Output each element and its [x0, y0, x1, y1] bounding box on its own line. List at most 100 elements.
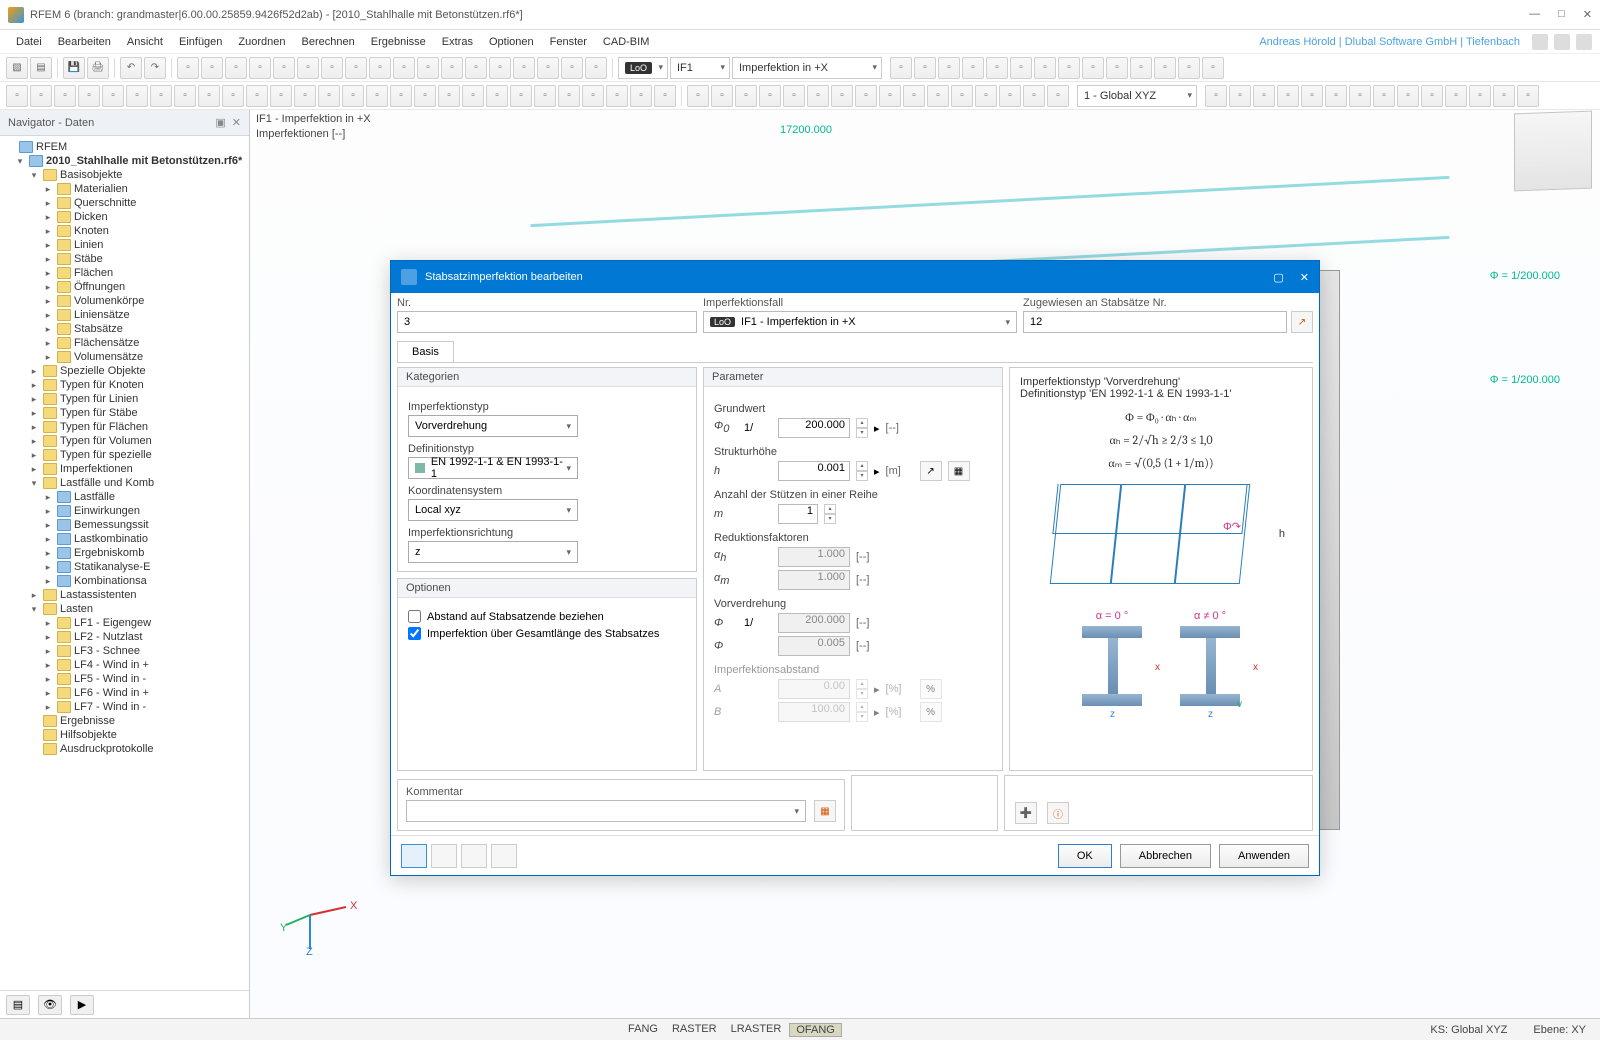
- tree-node[interactable]: ▸LF4 - Wind in +: [0, 658, 249, 672]
- tree-node[interactable]: ▸Lastfälle: [0, 490, 249, 504]
- status-fang[interactable]: FANG: [622, 1023, 664, 1037]
- nav-tab-view[interactable]: 👁: [38, 995, 62, 1015]
- assign-pick-icon[interactable]: ↗: [1291, 311, 1313, 333]
- tb-btn[interactable]: ▫: [201, 57, 223, 79]
- tree-node[interactable]: ▸Querschnitte: [0, 196, 249, 210]
- tb-btn[interactable]: ▫: [951, 85, 973, 107]
- opt-distance-check[interactable]: Abstand auf Stabsatzende beziehen: [408, 610, 686, 623]
- tab-basis[interactable]: Basis: [397, 341, 454, 362]
- view-cube[interactable]: [1514, 111, 1592, 192]
- tb-btn[interactable]: ▫: [855, 85, 877, 107]
- tb-btn[interactable]: ▫: [222, 85, 244, 107]
- menu-zuordnen[interactable]: Zuordnen: [230, 33, 293, 51]
- tb-btn[interactable]: ▫: [534, 85, 556, 107]
- definition-type-select[interactable]: EN 1992-1-1 & EN 1993-1-1: [408, 457, 578, 479]
- tree-node[interactable]: ▸Knoten: [0, 224, 249, 238]
- dialog-titlebar[interactable]: Stabsatzimperfektion bearbeiten ▢ ✕: [391, 261, 1319, 293]
- tb-btn[interactable]: ▫: [1047, 85, 1069, 107]
- tb-btn[interactable]: ▫: [735, 85, 757, 107]
- nav-pin-icon[interactable]: ▣: [215, 116, 225, 129]
- tb-save[interactable]: 💾: [63, 57, 85, 79]
- tb-btn[interactable]: ▫: [225, 57, 247, 79]
- tb-btn[interactable]: ▫: [1253, 85, 1275, 107]
- tb-btn[interactable]: ▫: [78, 85, 100, 107]
- tree-node[interactable]: ▸Lastassistenten: [0, 588, 249, 602]
- tb-btn[interactable]: ▫: [962, 57, 984, 79]
- tb-btn[interactable]: ▫: [246, 85, 268, 107]
- tb-btn[interactable]: ▫: [759, 85, 781, 107]
- tb-btn[interactable]: ▫: [177, 57, 199, 79]
- tb-redo[interactable]: ↷: [144, 57, 166, 79]
- tree-node[interactable]: ▸Flächensätze: [0, 336, 249, 350]
- ok-button[interactable]: OK: [1058, 844, 1112, 868]
- tb-btn[interactable]: ▫: [1178, 57, 1200, 79]
- tb-btn[interactable]: ▫: [890, 57, 912, 79]
- status-raster[interactable]: RASTER: [666, 1023, 723, 1037]
- coordsys-select[interactable]: Local xyz: [408, 499, 578, 521]
- tb-btn[interactable]: ▫: [345, 57, 367, 79]
- minimize-button[interactable]: —: [1529, 8, 1540, 21]
- tree-node[interactable]: ▸Volumensätze: [0, 350, 249, 364]
- menu-fenster[interactable]: Fenster: [542, 33, 595, 51]
- apply-button[interactable]: Anwenden: [1219, 844, 1309, 868]
- tb-btn[interactable]: ▫: [1205, 85, 1227, 107]
- tree-node[interactable]: ▸LF6 - Wind in +: [0, 686, 249, 700]
- tree-node[interactable]: ▸Imperfektionen: [0, 462, 249, 476]
- tb-btn[interactable]: ▫: [1082, 57, 1104, 79]
- tb-btn[interactable]: ▫: [297, 57, 319, 79]
- tree-node[interactable]: ▸Typen für Knoten: [0, 378, 249, 392]
- case-combo[interactable]: LoOIF1 - Imperfektion in +X: [703, 311, 1017, 333]
- nr-input[interactable]: 3: [397, 311, 697, 333]
- tb-btn[interactable]: ▫: [938, 57, 960, 79]
- tb-btn[interactable]: ▫: [558, 85, 580, 107]
- tb-btn[interactable]: ▫: [1397, 85, 1419, 107]
- tree-node[interactable]: ▸Linien: [0, 238, 249, 252]
- tree-node[interactable]: Ergebnisse: [0, 714, 249, 728]
- foot-units-icon[interactable]: [401, 844, 427, 868]
- tb-btn[interactable]: ▫: [585, 57, 607, 79]
- tb-btn[interactable]: ▫: [1469, 85, 1491, 107]
- menu-einfügen[interactable]: Einfügen: [171, 33, 230, 51]
- tree-node[interactable]: ▸Einwirkungen: [0, 504, 249, 518]
- tb-btn[interactable]: ▫: [1058, 57, 1080, 79]
- tb-btn[interactable]: ▫: [486, 85, 508, 107]
- language-icon[interactable]: [1532, 34, 1548, 50]
- tb-btn[interactable]: ▫: [783, 85, 805, 107]
- tree-node[interactable]: ▸LF1 - Eigengew: [0, 616, 249, 630]
- maximize-button[interactable]: □: [1558, 8, 1565, 21]
- tree-node[interactable]: ▸Kombinationsa: [0, 574, 249, 588]
- foot-tool3-icon[interactable]: [461, 844, 487, 868]
- nav-tab-video[interactable]: ▶: [70, 995, 94, 1015]
- tree-node[interactable]: ▸Lastkombinatio: [0, 532, 249, 546]
- tree-node[interactable]: ▸LF7 - Wind in -: [0, 700, 249, 714]
- tb-btn[interactable]: ▫: [510, 85, 532, 107]
- info-help-icon[interactable]: ⓘ: [1047, 802, 1069, 824]
- status-lraster[interactable]: LRASTER: [725, 1023, 788, 1037]
- tb-btn[interactable]: ▫: [1421, 85, 1443, 107]
- tree-node[interactable]: ▾Lasten: [0, 602, 249, 616]
- tb-btn[interactable]: ▫: [1034, 57, 1056, 79]
- tb-btn[interactable]: ▫: [537, 57, 559, 79]
- tb-btn[interactable]: ▫: [54, 85, 76, 107]
- menu-optionen[interactable]: Optionen: [481, 33, 542, 51]
- tb-btn[interactable]: ▫: [561, 57, 583, 79]
- tb-new[interactable]: ▧: [6, 57, 28, 79]
- menu-berechnen[interactable]: Berechnen: [294, 33, 363, 51]
- menu-datei[interactable]: Datei: [8, 33, 50, 51]
- tree-node[interactable]: ▾Basisobjekte: [0, 168, 249, 182]
- tree-node[interactable]: ▸Flächen: [0, 266, 249, 280]
- tb-btn[interactable]: ▫: [1301, 85, 1323, 107]
- tb-btn[interactable]: ▫: [914, 57, 936, 79]
- tb-btn[interactable]: ▫: [1202, 57, 1224, 79]
- viewport[interactable]: IF1 - Imperfektion in +X Imperfektionen …: [250, 110, 1600, 1018]
- tree-node[interactable]: ▸Typen für Stäbe: [0, 406, 249, 420]
- tb-undo[interactable]: ↶: [120, 57, 142, 79]
- tb-print[interactable]: 🖨: [87, 57, 109, 79]
- tb-open[interactable]: ▤: [30, 57, 52, 79]
- tb-btn[interactable]: ▫: [1106, 57, 1128, 79]
- tree-node[interactable]: ▸LF3 - Schnee: [0, 644, 249, 658]
- coordsys-combo[interactable]: 1 - Global XYZ: [1077, 85, 1197, 107]
- tb-btn[interactable]: ▫: [294, 85, 316, 107]
- tb-btn[interactable]: ▫: [465, 57, 487, 79]
- tb-btn[interactable]: ▫: [1154, 57, 1176, 79]
